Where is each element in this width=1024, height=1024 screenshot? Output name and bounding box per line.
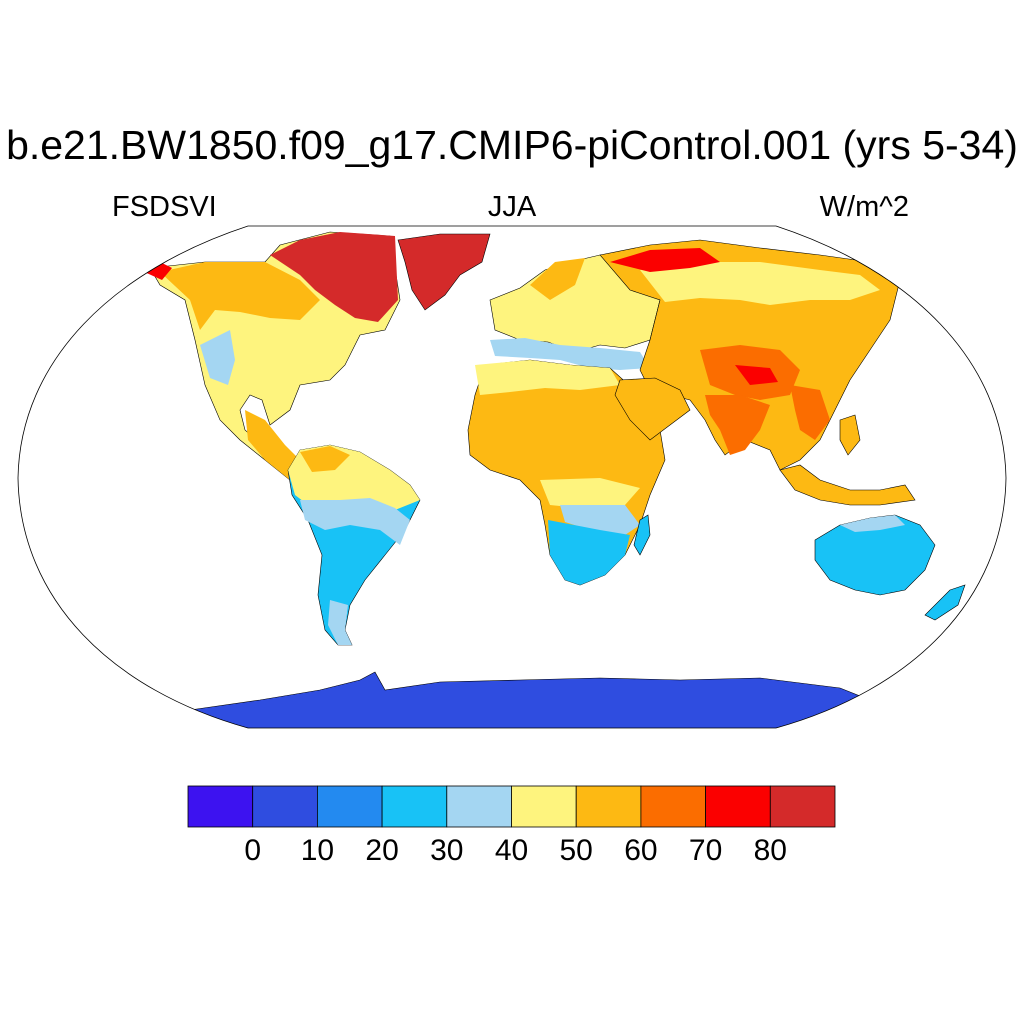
mediterranean-lightblue [490, 338, 650, 370]
new-zealand [924, 584, 966, 621]
southern-africa-lightblue [560, 505, 640, 535]
scandinavia-gold [530, 258, 585, 300]
colorbar-tick-label: 60 [624, 834, 658, 867]
tibet-red [735, 365, 778, 385]
southern-africa-cyan [548, 520, 630, 585]
southeast-asia [779, 464, 916, 506]
colorbar-tick-label: 70 [688, 834, 723, 867]
colorbar-swatch [705, 785, 771, 828]
colorbar-tick-label: 80 [753, 834, 787, 867]
colorbar-swatch [187, 785, 254, 828]
north-america-gold [160, 262, 320, 330]
south-america-north-gold [300, 446, 350, 472]
canada-arctic-red [270, 232, 398, 322]
colorbar-swatch [316, 785, 383, 828]
units-label: W/m^2 [819, 191, 909, 223]
colorbar-swatch [769, 785, 836, 828]
colorbar-tick-label: 50 [559, 834, 593, 867]
colorbar-swatch [381, 785, 448, 828]
season-label: JJA [487, 191, 537, 223]
south-america-lightblue [300, 498, 410, 545]
sahel-yellow [475, 360, 620, 395]
india-orange [705, 395, 770, 455]
greenland [397, 233, 491, 311]
colorbar [187, 785, 836, 828]
siberia-red [610, 248, 720, 272]
east-asia-orange [790, 385, 830, 440]
colorbar-swatch [511, 785, 577, 828]
plot-title: b.e21.BW1850.f09_g17.CMIP6-piControl.001… [6, 122, 1018, 168]
colorbar-swatch [446, 785, 512, 828]
colorbar-swatch [575, 785, 642, 828]
variable-name: FSDSVI [112, 191, 217, 223]
japan [839, 414, 861, 456]
equatorial-yellow [540, 478, 640, 508]
colorbar-tick-label: 20 [365, 834, 399, 867]
colorbar-tick-label: 0 [244, 834, 262, 867]
map-boundary [17, 225, 1007, 729]
alaska-red [140, 262, 172, 280]
colorbar-swatch [252, 785, 318, 828]
madagascar [633, 514, 651, 556]
patagonia-lightblue [328, 600, 352, 645]
colorbar-tick-label: 10 [300, 834, 335, 867]
colorbar-tick-label: 40 [494, 834, 529, 867]
colorbar-swatch [640, 785, 707, 828]
north-america-west-blue [200, 330, 235, 385]
australia-north-lightblue [840, 515, 905, 532]
colorbar-tick-label: 30 [430, 834, 464, 867]
siberia-yellow [640, 262, 880, 305]
arabia [614, 377, 691, 441]
